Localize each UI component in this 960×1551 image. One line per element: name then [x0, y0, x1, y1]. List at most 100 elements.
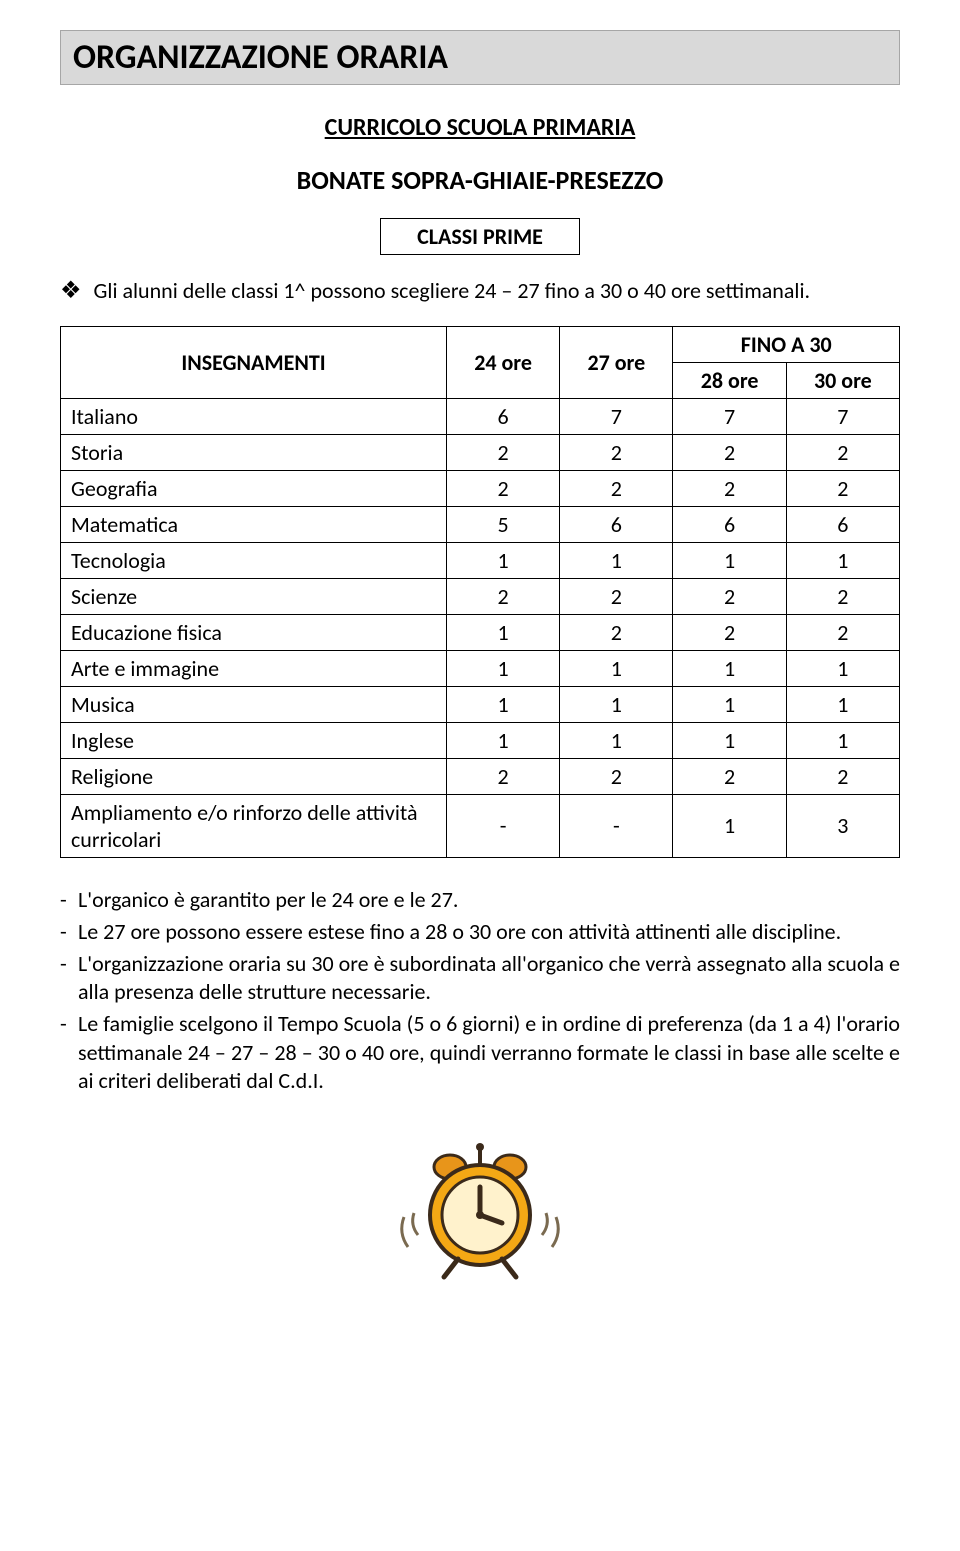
- hours-cell: 7: [786, 398, 899, 434]
- note-text: Le 27 ore possono essere estese fino a 2…: [78, 918, 900, 946]
- hours-cell: 1: [446, 650, 559, 686]
- note-text: Le famiglie scelgono il Tempo Scuola (5 …: [78, 1010, 900, 1094]
- subject-cell: Arte e immagine: [61, 650, 447, 686]
- hours-cell: 1: [673, 794, 786, 857]
- hours-cell: 2: [673, 434, 786, 470]
- hours-cell: 1: [786, 650, 899, 686]
- note-item: -Le famiglie scelgono il Tempo Scuola (5…: [60, 1010, 900, 1094]
- hours-cell: 1: [446, 542, 559, 578]
- intro-row: ❖ Gli alunni delle classi 1^ possono sce…: [60, 277, 900, 306]
- hours-cell: 6: [786, 506, 899, 542]
- hours-cell: 1: [786, 722, 899, 758]
- table-row: Arte e immagine1111: [61, 650, 900, 686]
- hours-cell: 1: [560, 722, 673, 758]
- hours-cell: 2: [560, 614, 673, 650]
- hours-cell: 2: [673, 758, 786, 794]
- hours-cell: 2: [786, 434, 899, 470]
- hours-cell: 1: [673, 542, 786, 578]
- class-label-box: CLASSI PRIME: [380, 218, 580, 255]
- hours-cell: 2: [446, 578, 559, 614]
- hours-cell: 1: [560, 542, 673, 578]
- hours-cell: 1: [673, 722, 786, 758]
- table-row: Storia2222: [61, 434, 900, 470]
- hours-cell: 7: [560, 398, 673, 434]
- hours-cell: 3: [786, 794, 899, 857]
- col-header-30: 30 ore: [786, 362, 899, 398]
- table-row: Matematica5666: [61, 506, 900, 542]
- col-header-24: 24 ore: [446, 326, 559, 398]
- subject-cell: Educazione fisica: [61, 614, 447, 650]
- note-item: -L'organico è garantito per le 24 ore e …: [60, 886, 900, 914]
- hours-cell: 5: [446, 506, 559, 542]
- table-row: Musica1111: [61, 686, 900, 722]
- col-header-fino: FINO A 30: [673, 326, 900, 362]
- hours-cell: 2: [446, 470, 559, 506]
- clock-illustration: [60, 1125, 900, 1290]
- hours-cell: 2: [673, 578, 786, 614]
- hours-cell: 1: [446, 722, 559, 758]
- subject-cell: Ampliamento e/o rinforzo delle attività …: [61, 794, 447, 857]
- page-title-bar: ORGANIZZAZIONE ORARIA: [60, 30, 900, 85]
- hours-cell: 6: [560, 506, 673, 542]
- table-row: Geografia2222: [61, 470, 900, 506]
- hours-cell: 7: [673, 398, 786, 434]
- table-row: Inglese1111: [61, 722, 900, 758]
- subject-cell: Religione: [61, 758, 447, 794]
- note-text: L'organico è garantito per le 24 ore e l…: [78, 886, 900, 914]
- hours-cell: 6: [673, 506, 786, 542]
- notes-block: -L'organico è garantito per le 24 ore e …: [60, 886, 900, 1095]
- hours-cell: 2: [786, 614, 899, 650]
- hours-cell: 2: [560, 434, 673, 470]
- subject-cell: Tecnologia: [61, 542, 447, 578]
- subject-cell: Inglese: [61, 722, 447, 758]
- hours-cell: 6: [446, 398, 559, 434]
- subject-cell: Geografia: [61, 470, 447, 506]
- table-row: Religione2222: [61, 758, 900, 794]
- intro-text: Gli alunni delle classi 1^ possono scegl…: [94, 277, 811, 305]
- table-row: Italiano6777: [61, 398, 900, 434]
- hours-cell: 2: [446, 434, 559, 470]
- subject-cell: Musica: [61, 686, 447, 722]
- page-title: ORGANIZZAZIONE ORARIA: [73, 37, 448, 78]
- hours-cell: 2: [673, 470, 786, 506]
- hours-cell: 1: [786, 686, 899, 722]
- table-row: Scienze2222: [61, 578, 900, 614]
- note-item: -Le 27 ore possono essere estese fino a …: [60, 918, 900, 946]
- hours-cell: 2: [786, 578, 899, 614]
- col-header-subjects: INSEGNAMENTI: [61, 326, 447, 398]
- note-text: L'organizzazione oraria su 30 ore è subo…: [78, 950, 900, 1006]
- note-item: -L'organizzazione oraria su 30 ore è sub…: [60, 950, 900, 1006]
- alarm-clock-icon: [390, 1125, 570, 1285]
- note-dash: -: [60, 918, 78, 946]
- bullet-icon: ❖: [60, 277, 82, 306]
- hours-cell: 2: [560, 758, 673, 794]
- hours-cell: 1: [673, 686, 786, 722]
- table-header-row-1: INSEGNAMENTI 24 ore 27 ore FINO A 30: [61, 326, 900, 362]
- hours-cell: 1: [673, 650, 786, 686]
- hours-cell: 1: [446, 614, 559, 650]
- hours-cell: 1: [786, 542, 899, 578]
- subject-cell: Italiano: [61, 398, 447, 434]
- note-dash: -: [60, 950, 78, 1006]
- subtitle: CURRICOLO SCUOLA PRIMARIA: [60, 113, 900, 142]
- hours-cell: 2: [560, 470, 673, 506]
- schools-line: BONATE SOPRA-GHIAIE-PRESEZZO: [60, 164, 900, 196]
- hours-cell: 1: [560, 686, 673, 722]
- subject-cell: Scienze: [61, 578, 447, 614]
- hours-cell: -: [446, 794, 559, 857]
- subject-cell: Storia: [61, 434, 447, 470]
- hours-cell: 1: [560, 650, 673, 686]
- note-dash: -: [60, 1010, 78, 1094]
- hours-cell: 2: [446, 758, 559, 794]
- hours-table: INSEGNAMENTI 24 ore 27 ore FINO A 30 28 …: [60, 326, 900, 858]
- hours-cell: 1: [446, 686, 559, 722]
- table-row: Tecnologia1111: [61, 542, 900, 578]
- hours-cell: -: [560, 794, 673, 857]
- hours-cell: 2: [786, 470, 899, 506]
- hours-cell: 2: [673, 614, 786, 650]
- hours-cell: 2: [786, 758, 899, 794]
- col-header-28: 28 ore: [673, 362, 786, 398]
- table-row: Ampliamento e/o rinforzo delle attività …: [61, 794, 900, 857]
- table-row: Educazione fisica1222: [61, 614, 900, 650]
- hours-cell: 2: [560, 578, 673, 614]
